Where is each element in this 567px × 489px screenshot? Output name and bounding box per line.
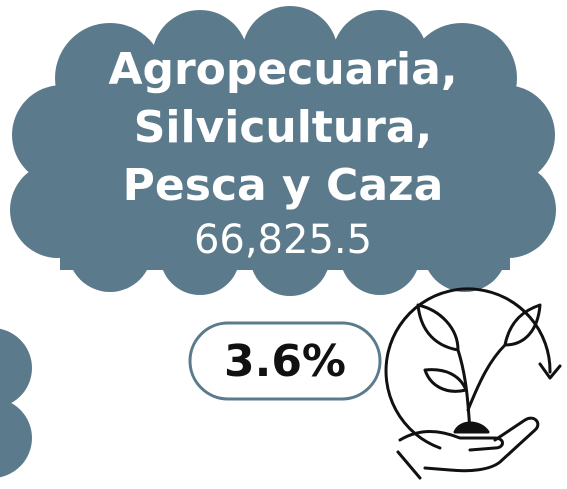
title-line: Pesca y Caza bbox=[123, 160, 444, 211]
cloud bbox=[10, 6, 556, 296]
value: 66,825.5 bbox=[194, 217, 372, 263]
side-cloud bbox=[0, 328, 32, 478]
title-line: Silvicultura, bbox=[134, 102, 433, 153]
change: 3.6% bbox=[224, 336, 346, 387]
title-line: Agropecuaria, bbox=[108, 44, 457, 95]
change-pill bbox=[188, 321, 382, 401]
plant-icon bbox=[384, 287, 562, 480]
